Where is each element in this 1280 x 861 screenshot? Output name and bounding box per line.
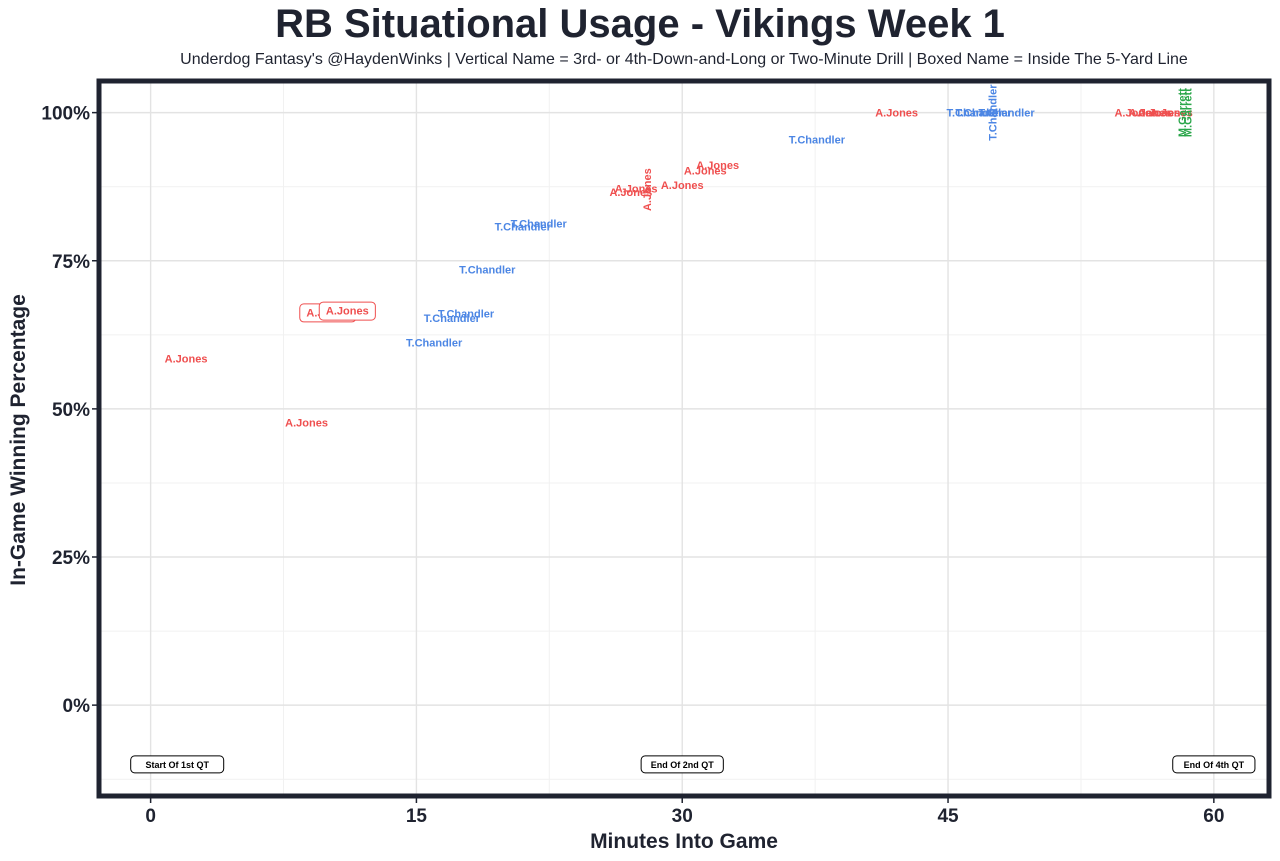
point-label-boxed: A.Jones: [326, 306, 369, 318]
data-points: A.JonesA.JonesA.JonesA.JonesT.ChandlerT.…: [165, 84, 1195, 430]
quarter-marker-label: Start Of 1st QT: [145, 760, 209, 770]
quarter-marker-label: End Of 2nd QT: [651, 760, 714, 770]
point-label: T.Chandler: [955, 108, 1012, 120]
point-label-vertical: A.Jones: [642, 168, 654, 211]
point-label: A.Jones: [661, 180, 704, 192]
grid-lines: [101, 83, 1267, 794]
point-label: A.Jones: [285, 418, 328, 430]
x-tick-label: 45: [937, 806, 959, 827]
x-tick-label: 60: [1203, 806, 1224, 827]
point-label: T.Chandler: [459, 265, 516, 277]
point-label: A.Jones: [1129, 108, 1172, 120]
point-label: T.Chandler: [946, 108, 1003, 120]
y-tick-label: 50%: [52, 400, 90, 421]
point-label: A.Jones: [609, 187, 652, 199]
point-label-vertical: M.Garrett: [1177, 88, 1189, 137]
point-label: A.Jones: [875, 108, 918, 120]
plot-panel-border: [96, 78, 1272, 799]
point-label: T.Chandler: [406, 338, 463, 350]
point-label: A.Jones: [684, 166, 727, 178]
y-axis-ticks: 0% 25% 50% 75% 100%: [41, 104, 97, 717]
y-tick-label: 100%: [41, 104, 90, 125]
chart-subtitle: Underdog Fantasy's @HaydenWinks | Vertic…: [180, 51, 1188, 68]
quarter-marker-box: [130, 755, 225, 774]
point-label-vertical: M.Garrett: [1182, 88, 1194, 137]
boxed-label-box: [318, 301, 376, 321]
point-label: A.Jones: [1138, 108, 1181, 120]
x-axis-ticks: 0 15 30 45 60: [145, 798, 1224, 827]
point-label: A.Jones: [696, 160, 739, 172]
quarter-markers: Start Of 1st QT End Of 2nd QT End Of 4th Q…: [130, 755, 1256, 774]
chart-title: RB Situational Usage - Vikings Week 1: [275, 2, 1005, 46]
point-label: T.Chandler: [495, 221, 552, 233]
point-label: A.Jones: [1114, 108, 1157, 120]
point-label: T.Chandler: [789, 134, 846, 146]
quarter-marker-box: [640, 755, 724, 774]
y-axis-label: In-Game Winning Percentage: [7, 294, 30, 586]
point-label: T.Chandler: [511, 218, 568, 230]
quarter-marker-label: End Of 4th QT: [1184, 760, 1245, 770]
x-tick-label: 30: [672, 806, 693, 827]
point-label: A.Jones: [165, 354, 208, 366]
x-tick-label: 0: [145, 806, 156, 827]
y-tick-label: 75%: [52, 252, 90, 273]
quarter-marker-box: [1172, 755, 1256, 774]
x-axis-label: Minutes Into Game: [590, 830, 778, 853]
point-label: T.Chandler: [438, 308, 495, 320]
x-tick-label: 15: [406, 806, 428, 827]
point-label: T.Chandler: [978, 108, 1035, 120]
point-label: T.Chandler: [424, 313, 481, 325]
y-tick-label: 0%: [63, 696, 91, 717]
point-label: A.Jones: [1150, 108, 1193, 120]
point-label: A.Jones: [615, 183, 658, 195]
y-tick-label: 25%: [52, 548, 90, 569]
point-label-vertical: T.Chandler: [987, 84, 999, 141]
